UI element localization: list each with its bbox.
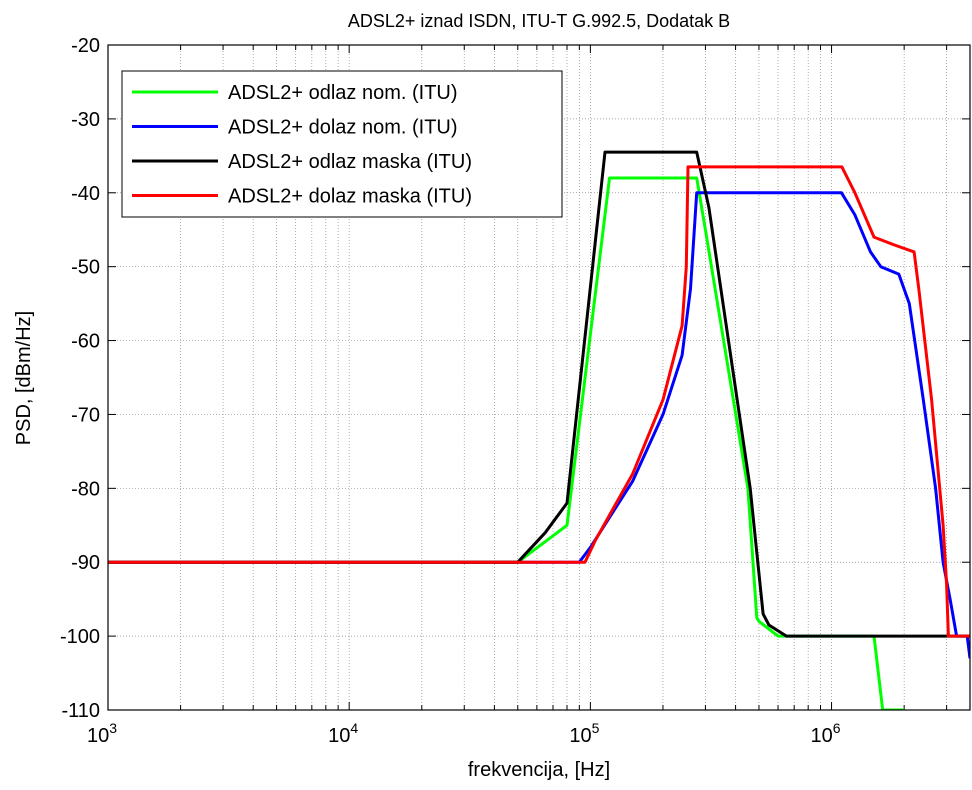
y-axis-label: PSD, [dBm/Hz]: [13, 311, 35, 445]
y-tick-label: -110: [61, 700, 100, 722]
x-tick-label: 105: [569, 720, 599, 747]
y-tick-label: -50: [71, 257, 100, 279]
y-tick-label: -20: [71, 35, 100, 57]
y-tick-label: -90: [71, 552, 100, 574]
chart-title: ADSL2+ iznad ISDN, ITU-T G.992.5, Dodata…: [348, 11, 730, 31]
legend: ADSL2+ odlaz nom. (ITU) ADSL2+ dolaz nom.…: [121, 70, 563, 218]
legend-label-1: ADSL2+ odlaz nom. (ITU): [228, 82, 458, 104]
plot-frame: [107, 44, 971, 711]
legend-label-4: ADSL2+ dolaz maska (ITU): [228, 186, 472, 208]
x-tick-labels: 103 104 105 106: [87, 720, 841, 747]
legend-label-3: ADSL2+ odlaz maska (ITU): [228, 151, 472, 173]
legend-label-2: ADSL2+ dolaz nom. (ITU): [228, 117, 458, 139]
y-tick-label: -30: [71, 109, 100, 131]
y-tick-label: -60: [71, 331, 100, 353]
series-layer: [108, 150, 970, 710]
x-tick-label: 104: [328, 720, 358, 747]
y-tick-label: -100: [60, 626, 100, 648]
series-line-4: [108, 165, 970, 638]
x-tick-label: 103: [87, 720, 117, 747]
minor-ticks: [107, 44, 970, 711]
x-axis-label: frekvencija, [Hz]: [468, 759, 610, 781]
y-tick-label: -70: [71, 404, 100, 426]
y-tick-labels: -20 -30 -40 -50 -60 -70 -80 -90 -100 -110: [60, 35, 100, 722]
legend-box: [121, 70, 563, 218]
y-tick-label: -40: [71, 183, 100, 205]
y-tick-label: -80: [71, 478, 100, 500]
x-tick-label: 106: [811, 720, 841, 747]
series-line-3: [108, 150, 970, 638]
